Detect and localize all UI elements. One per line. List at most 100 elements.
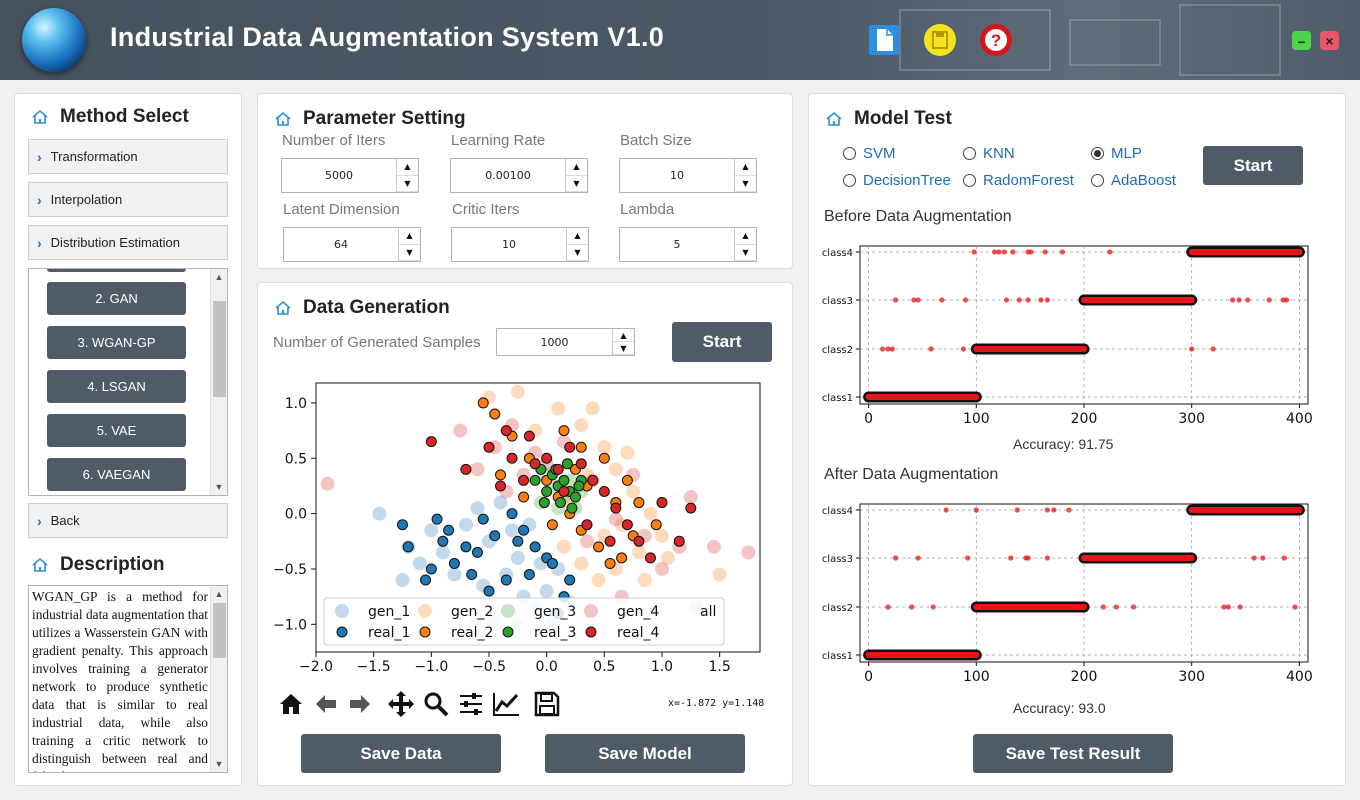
back-arrow-icon[interactable] — [311, 688, 341, 720]
spin-up-icon[interactable]: ▲ — [566, 159, 587, 176]
spin-up-icon[interactable]: ▲ — [399, 228, 420, 245]
gen-point — [505, 523, 520, 538]
zoom-icon[interactable] — [421, 688, 451, 720]
radio-decisiontree[interactable]: DecisionTree — [843, 172, 951, 189]
critic-iters-label: Critic Iters — [452, 201, 520, 218]
method-button-vae[interactable]: 5. VAE — [47, 414, 186, 447]
forward-arrow-icon[interactable] — [345, 688, 375, 720]
model-test-start-button[interactable]: Start — [1203, 146, 1303, 185]
radio-mlp[interactable]: MLP — [1091, 145, 1142, 162]
back-button[interactable]: › Back — [28, 503, 228, 538]
legend-marker — [419, 626, 431, 638]
new-file-icon[interactable] — [868, 24, 900, 56]
misclassified-point — [1042, 249, 1048, 255]
close-button[interactable]: × — [1320, 31, 1339, 50]
method-button-gan[interactable]: 2. GAN — [47, 282, 186, 315]
samples-spinbox[interactable]: 1000 ▲ ▼ — [496, 328, 635, 356]
real-point — [500, 425, 512, 437]
radio-randomforest[interactable]: RadomForest — [963, 172, 1074, 189]
real-point — [673, 535, 685, 547]
real-point — [495, 480, 507, 492]
configure-icon[interactable] — [456, 688, 486, 720]
save-figure-icon[interactable] — [532, 688, 562, 720]
accordion-distribution-estimation[interactable]: › Distribution Estimation — [28, 225, 228, 260]
accordion-transformation[interactable]: › Transformation — [28, 139, 228, 174]
misclassified-point — [960, 346, 966, 352]
spin-up-icon[interactable]: ▲ — [735, 228, 756, 245]
scroll-down-icon[interactable]: ▼ — [214, 759, 224, 769]
method-button-1-partial[interactable] — [47, 269, 186, 272]
legend-label: gen_4 — [617, 604, 659, 620]
misclassified-point — [1260, 555, 1266, 561]
y-tick-label: −1.0 — [273, 617, 307, 633]
method-button-wgan-gp[interactable]: 3. WGAN-GP — [47, 326, 186, 359]
scroll-down-icon[interactable]: ▼ — [214, 482, 224, 492]
spin-down-icon[interactable]: ▼ — [735, 245, 756, 261]
radio-knn[interactable]: KNN — [963, 145, 1015, 162]
home-view-icon[interactable] — [276, 688, 306, 720]
save-icon[interactable] — [924, 24, 956, 56]
spin-down-icon[interactable]: ▼ — [613, 342, 634, 355]
latent-dimension-spinbox[interactable]: 64 ▲ ▼ — [283, 227, 421, 262]
lambda-value: 5 — [673, 238, 681, 251]
gen-point — [372, 506, 387, 521]
lambda-spinbox[interactable]: 5 ▲ ▼ — [619, 227, 757, 262]
radio-adaboost[interactable]: AdaBoost — [1091, 172, 1176, 189]
spin-down-icon[interactable]: ▼ — [397, 176, 418, 192]
gen-point — [395, 573, 410, 588]
spin-up-icon[interactable]: ▲ — [567, 228, 588, 245]
method-button-lsgan[interactable]: 4. LSGAN — [47, 370, 186, 403]
app-logo — [22, 8, 86, 72]
radio-indicator — [963, 174, 976, 187]
critic-iters-spinbox[interactable]: 10 ▲ ▼ — [451, 227, 589, 262]
scroll-up-icon[interactable]: ▲ — [214, 589, 224, 599]
legend-label: gen_1 — [368, 604, 410, 620]
spin-up-icon[interactable]: ▲ — [397, 159, 418, 176]
iters-spinbox[interactable]: 5000 ▲ ▼ — [281, 158, 419, 193]
gen-point — [435, 545, 450, 560]
spin-up-icon[interactable]: ▲ — [735, 159, 756, 176]
help-icon[interactable]: ? — [980, 24, 1012, 56]
method-list-scrollbar[interactable]: ▲ ▼ — [210, 269, 227, 495]
description-text: WGAN_GP is a method for industrial data … — [32, 589, 208, 772]
method-list[interactable]: 2. GAN 3. WGAN-GP 4. LSGAN 5. VAE 6. VAE… — [28, 268, 228, 496]
chevron-right-icon: › — [37, 234, 42, 251]
description-scrollbar[interactable]: ▲ ▼ — [210, 586, 227, 772]
misclassified-point — [885, 346, 891, 352]
radio-svm[interactable]: SVM — [843, 145, 896, 162]
real-point — [546, 557, 558, 569]
batch-size-spinbox[interactable]: 10 ▲ ▼ — [619, 158, 757, 193]
spin-down-icon[interactable]: ▼ — [567, 245, 588, 261]
spin-down-icon[interactable]: ▼ — [566, 176, 587, 192]
accordion-interpolation[interactable]: › Interpolation — [28, 182, 228, 217]
generation-start-button[interactable]: Start — [672, 322, 772, 362]
misclassified-point — [1003, 297, 1010, 303]
learning-rate-spinbox[interactable]: 0.00100 ▲ ▼ — [450, 158, 588, 193]
real-point — [518, 491, 530, 503]
real-point — [685, 502, 697, 514]
scroll-up-icon[interactable]: ▲ — [214, 272, 224, 282]
gen-point — [712, 567, 727, 582]
spin-down-icon[interactable]: ▼ — [735, 176, 756, 192]
scroll-thumb[interactable] — [213, 603, 226, 658]
real-point — [621, 519, 633, 531]
edit-axis-icon[interactable] — [491, 688, 521, 720]
real-point — [552, 463, 564, 475]
save-data-button[interactable]: Save Data — [301, 734, 501, 773]
after-augmentation-title: After Data Augmentation — [824, 466, 999, 483]
spin-down-icon[interactable]: ▼ — [399, 245, 420, 261]
real-point — [437, 535, 449, 547]
pan-icon[interactable] — [386, 688, 416, 720]
scroll-thumb[interactable] — [213, 301, 226, 397]
misclassified-point — [965, 555, 971, 561]
save-model-button[interactable]: Save Model — [545, 734, 745, 773]
save-test-result-button[interactable]: Save Test Result — [973, 734, 1173, 773]
gen-point — [637, 573, 652, 588]
real-point — [489, 530, 501, 542]
misclassified-point — [1100, 604, 1106, 610]
minimize-button[interactable]: – — [1292, 31, 1311, 50]
method-button-vaegan[interactable]: 6. VAEGAN — [47, 458, 186, 491]
spin-up-icon[interactable]: ▲ — [613, 329, 634, 342]
misclassified-point — [1008, 555, 1014, 561]
description-box[interactable]: WGAN_GP is a method for industrial data … — [28, 585, 228, 773]
